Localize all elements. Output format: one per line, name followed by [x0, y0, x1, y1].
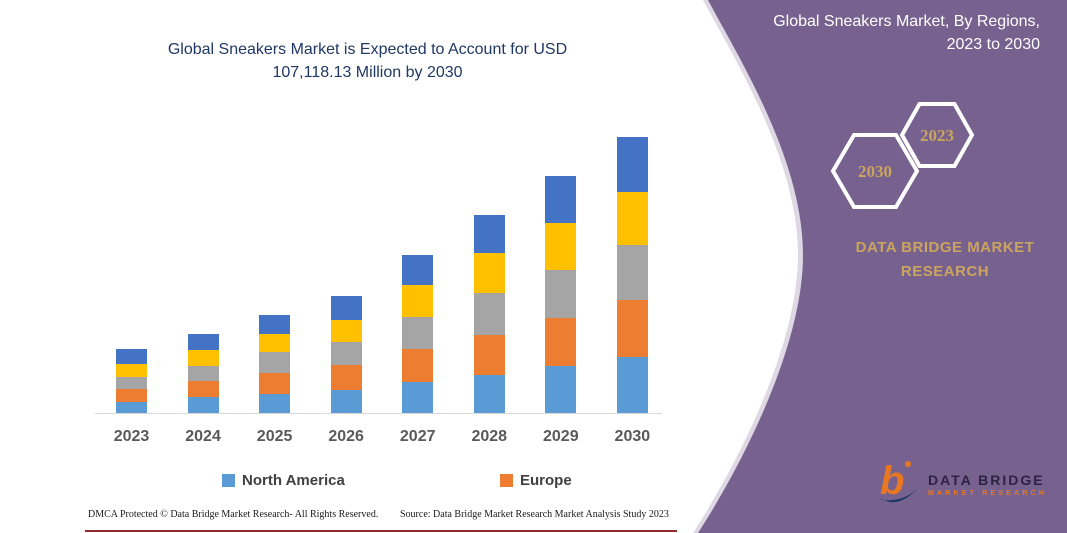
bar-segment: [330, 342, 362, 365]
bar-segment: [116, 389, 147, 402]
bar-segment: [402, 349, 434, 382]
logo-text: DATA BRIDGE MARKET RESEARCH: [928, 472, 1047, 497]
bar-2025: [259, 315, 291, 413]
legend-label: Europe: [520, 472, 572, 489]
bar-segment: [187, 350, 219, 366]
bar-segment: [259, 373, 291, 394]
legend-item-north-america: North America: [222, 472, 345, 489]
panel-title-line1: Global Sneakers Market, By Regions,: [773, 13, 1040, 30]
bar-segment: [116, 349, 147, 364]
bar-segment: [116, 377, 147, 389]
bar-segment: [545, 176, 577, 223]
hexagon-2030-label: 2030: [858, 162, 892, 181]
logo-b-icon: b: [880, 459, 918, 503]
bar-2029: [545, 176, 577, 413]
panel-title: Global Sneakers Market, By Regions, 2023…: [773, 10, 1040, 56]
legend-swatch: [500, 474, 513, 487]
bar-2027: [402, 255, 434, 413]
bar-segment: [545, 270, 577, 318]
legend-label: North America: [242, 472, 345, 489]
bar-segment: [259, 334, 291, 352]
bar-segment: [330, 296, 362, 320]
source-note: Source: Data Bridge Market Research Mark…: [400, 509, 669, 520]
bar-2028: [473, 215, 505, 413]
bottom-rule: [85, 530, 677, 532]
bar-2024: [187, 334, 219, 413]
bar-2023: [116, 349, 147, 413]
bar-segment: [330, 365, 362, 390]
panel-title-line2: 2023 to 2030: [946, 36, 1040, 53]
x-label-2023: 2023: [113, 428, 150, 445]
bar-segment: [330, 390, 362, 413]
bar-segment: [116, 402, 147, 413]
svg-text:b: b: [880, 459, 904, 503]
legend-item-europe: Europe: [500, 472, 572, 489]
bar-segment: [402, 255, 434, 285]
brand-logo: b DATA BRIDGE MARKET RESEARCH: [878, 458, 1058, 510]
plot-area: [95, 130, 662, 414]
brand-line1: DATA BRIDGE MARKET: [855, 239, 1035, 256]
bar-2026: [330, 296, 362, 413]
bar-segment: [616, 192, 648, 245]
bar-segment: [187, 397, 219, 413]
logo-tagline: MARKET RESEARCH: [928, 489, 1048, 497]
hexagon-2023-icon: [899, 102, 975, 168]
bar-segment: [330, 320, 362, 342]
legend-swatch: [222, 474, 235, 487]
x-label-2026: 2026: [328, 428, 364, 445]
bar-segment: [473, 293, 505, 335]
chart-title: Global Sneakers Market is Expected to Ac…: [85, 38, 650, 84]
brand-line2: RESEARCH: [900, 263, 990, 280]
bar-segment: [402, 317, 434, 349]
hexagon-2023-label: 2023: [920, 126, 954, 145]
bar-segment: [187, 381, 219, 397]
x-label-2029: 2029: [543, 428, 579, 445]
bar-segment: [187, 334, 219, 350]
bar-segment: [616, 357, 648, 413]
bar-segment: [402, 382, 434, 413]
x-axis-labels: 2023 2024 2025 2026 2027 2028 2029 2030: [95, 428, 662, 450]
x-label-2024: 2024: [185, 428, 221, 445]
bar-segment: [473, 215, 505, 253]
bar-segment: [259, 394, 291, 413]
chart-title-line1: Global Sneakers Market is Expected to Ac…: [167, 41, 568, 58]
bar-segment: [473, 375, 505, 413]
hexagon-2030-icon: [830, 133, 920, 209]
logo-name: DATA BRIDGE: [928, 471, 1045, 488]
bar-segment: [259, 315, 291, 334]
bar-segment: [616, 245, 648, 300]
chart-title-line2: 107,118.13 Million by 2030: [272, 64, 463, 81]
bar-segment: [473, 253, 505, 293]
bar-segment: [545, 366, 577, 413]
bar-segment: [545, 223, 577, 270]
bar-segment: [545, 318, 577, 366]
x-label-2030: 2030: [614, 428, 651, 445]
chart-legend: North America Europe: [85, 472, 652, 494]
bar-segment: [473, 335, 505, 375]
bar-segment: [259, 352, 291, 373]
hexagon-badges: 2023 2030: [830, 102, 975, 209]
bar-segment: [402, 285, 434, 317]
bar-segment: [616, 137, 648, 192]
dmca-notice: DMCA Protected © Data Bridge Market Rese…: [88, 509, 379, 520]
bar-segment: [187, 366, 219, 381]
brand-wordmark: DATA BRIDGE MARKET RESEARCH: [800, 236, 1067, 284]
x-label-2025: 2025: [256, 428, 293, 445]
bar-segment: [116, 364, 147, 377]
x-label-2027: 2027: [399, 428, 436, 445]
x-label-2028: 2028: [471, 428, 508, 445]
bar-2030: [616, 137, 648, 413]
bar-segment: [616, 300, 648, 357]
